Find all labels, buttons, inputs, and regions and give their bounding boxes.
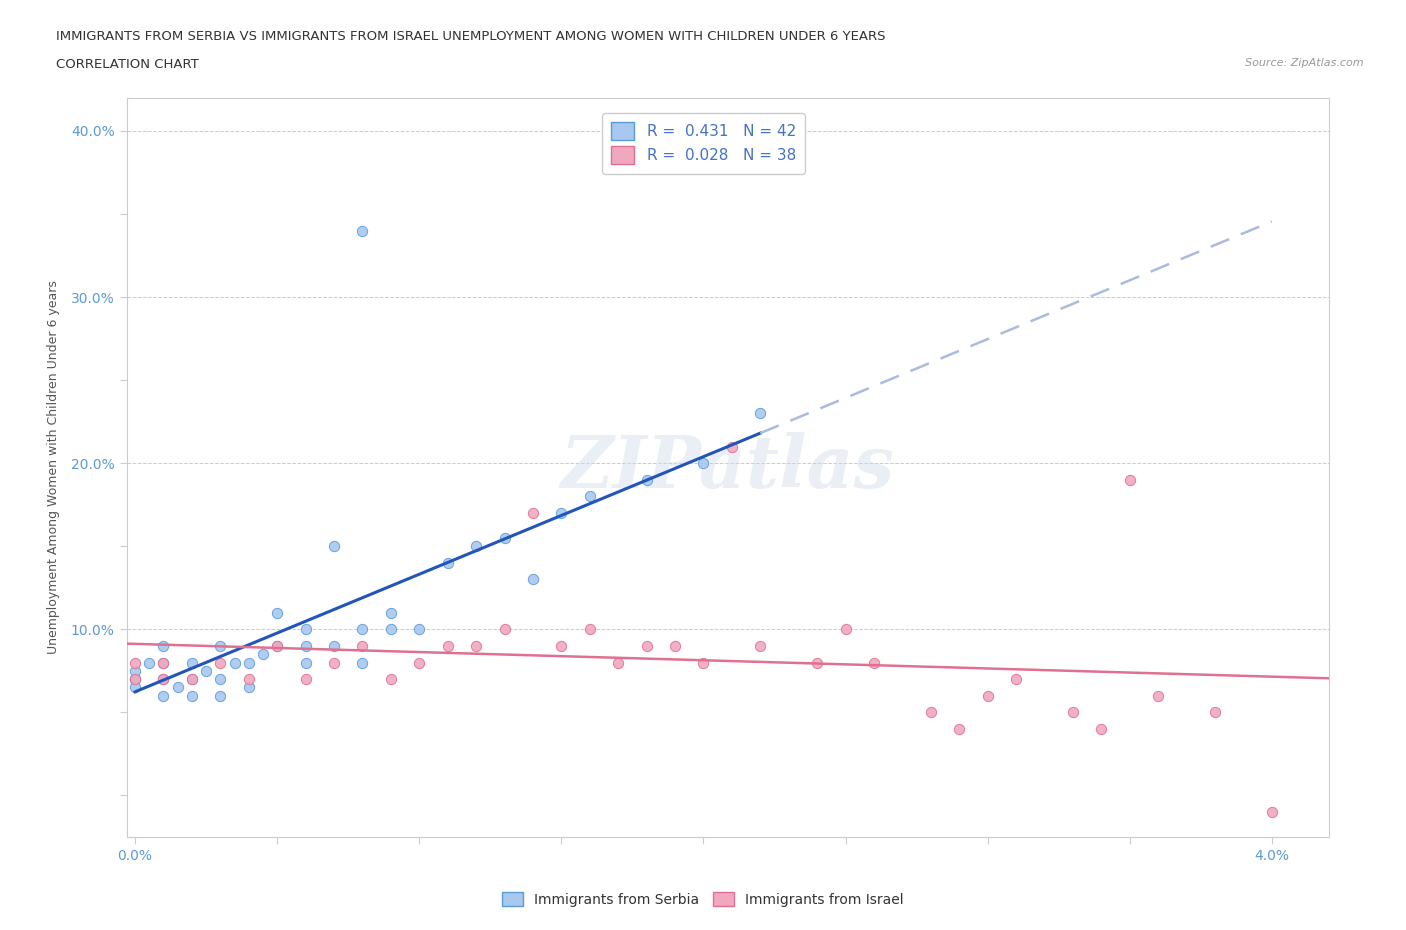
Point	[550, 506, 572, 521]
Point	[209, 655, 232, 670]
Point	[976, 688, 998, 703]
Point	[1147, 688, 1170, 703]
Point	[920, 705, 942, 720]
Point	[238, 655, 260, 670]
Point	[380, 605, 402, 620]
Text: IMMIGRANTS FROM SERBIA VS IMMIGRANTS FROM ISRAEL UNEMPLOYMENT AMONG WOMEN WITH C: IMMIGRANTS FROM SERBIA VS IMMIGRANTS FRO…	[56, 30, 886, 43]
Point	[124, 671, 146, 686]
Point	[352, 223, 374, 238]
Point	[209, 639, 232, 654]
Point	[1062, 705, 1084, 720]
Point	[352, 622, 374, 637]
Point	[124, 663, 146, 678]
Point	[209, 671, 232, 686]
Point	[806, 655, 828, 670]
Point	[436, 555, 458, 570]
Point	[607, 655, 630, 670]
Point	[749, 405, 772, 420]
Point	[224, 655, 246, 670]
Text: ZIPatlas: ZIPatlas	[561, 432, 894, 503]
Point	[352, 655, 374, 670]
Point	[152, 639, 174, 654]
Legend: Immigrants from Serbia, Immigrants from Israel: Immigrants from Serbia, Immigrants from …	[495, 885, 911, 914]
Point	[124, 655, 146, 670]
Point	[323, 639, 346, 654]
Point	[664, 639, 686, 654]
Point	[195, 663, 218, 678]
Point	[522, 572, 544, 587]
Point	[294, 671, 316, 686]
Point	[578, 622, 600, 637]
Point	[152, 655, 174, 670]
Point	[266, 639, 288, 654]
Point	[494, 530, 516, 545]
Point	[550, 639, 572, 654]
Point	[166, 680, 188, 695]
Point	[238, 680, 260, 695]
Text: Source: ZipAtlas.com: Source: ZipAtlas.com	[1246, 58, 1364, 68]
Point	[578, 489, 600, 504]
Point	[636, 639, 658, 654]
Point	[152, 655, 174, 670]
Point	[436, 639, 458, 654]
Point	[494, 622, 516, 637]
Point	[408, 622, 430, 637]
Point	[1119, 472, 1142, 487]
Point	[294, 655, 316, 670]
Point	[252, 646, 274, 661]
Point	[323, 538, 346, 553]
Point	[408, 655, 430, 670]
Point	[323, 655, 346, 670]
Point	[124, 680, 146, 695]
Point	[138, 655, 160, 670]
Point	[352, 639, 374, 654]
Point	[1005, 671, 1028, 686]
Point	[863, 655, 886, 670]
Point	[465, 639, 488, 654]
Point	[636, 472, 658, 487]
Text: CORRELATION CHART: CORRELATION CHART	[56, 58, 200, 71]
Point	[749, 639, 772, 654]
Point	[1090, 722, 1112, 737]
Point	[692, 456, 714, 471]
Point	[180, 688, 202, 703]
Point	[948, 722, 970, 737]
Point	[266, 639, 288, 654]
Point	[834, 622, 856, 637]
Point	[124, 671, 146, 686]
Point	[380, 622, 402, 637]
Point	[1261, 804, 1284, 819]
Point	[1204, 705, 1226, 720]
Point	[152, 671, 174, 686]
Point	[124, 671, 146, 686]
Point	[294, 622, 316, 637]
Point	[294, 639, 316, 654]
Point	[465, 538, 488, 553]
Point	[180, 671, 202, 686]
Point	[180, 655, 202, 670]
Point	[238, 671, 260, 686]
Y-axis label: Unemployment Among Women with Children Under 6 years: Unemployment Among Women with Children U…	[46, 280, 59, 655]
Point	[721, 439, 744, 454]
Point	[692, 655, 714, 670]
Point	[209, 688, 232, 703]
Point	[522, 506, 544, 521]
Point	[266, 605, 288, 620]
Point	[152, 671, 174, 686]
Legend: R =  0.431   N = 42, R =  0.028   N = 38: R = 0.431 N = 42, R = 0.028 N = 38	[602, 113, 804, 174]
Point	[380, 671, 402, 686]
Point	[152, 688, 174, 703]
Point	[180, 671, 202, 686]
